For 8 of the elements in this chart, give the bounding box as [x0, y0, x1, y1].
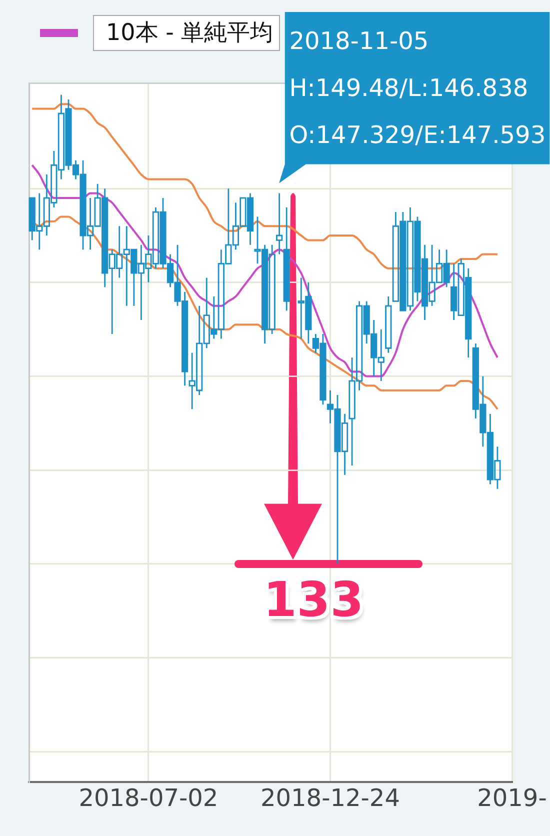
annotation: 2018-11-05 H:149.48/L:146.838 O:147.329/E:147.593 [289, 26, 546, 151]
annotation: 133 [263, 572, 364, 628]
x-tick-label: 2018-07-02 [78, 784, 218, 812]
candlestick [276, 192, 283, 255]
x-tick-label: 2018-12-24 [260, 784, 400, 812]
legend-label: 10本 - 単純平均 [106, 20, 274, 46]
candlestick [385, 296, 392, 354]
x-tick-label: 2019- [477, 784, 547, 812]
